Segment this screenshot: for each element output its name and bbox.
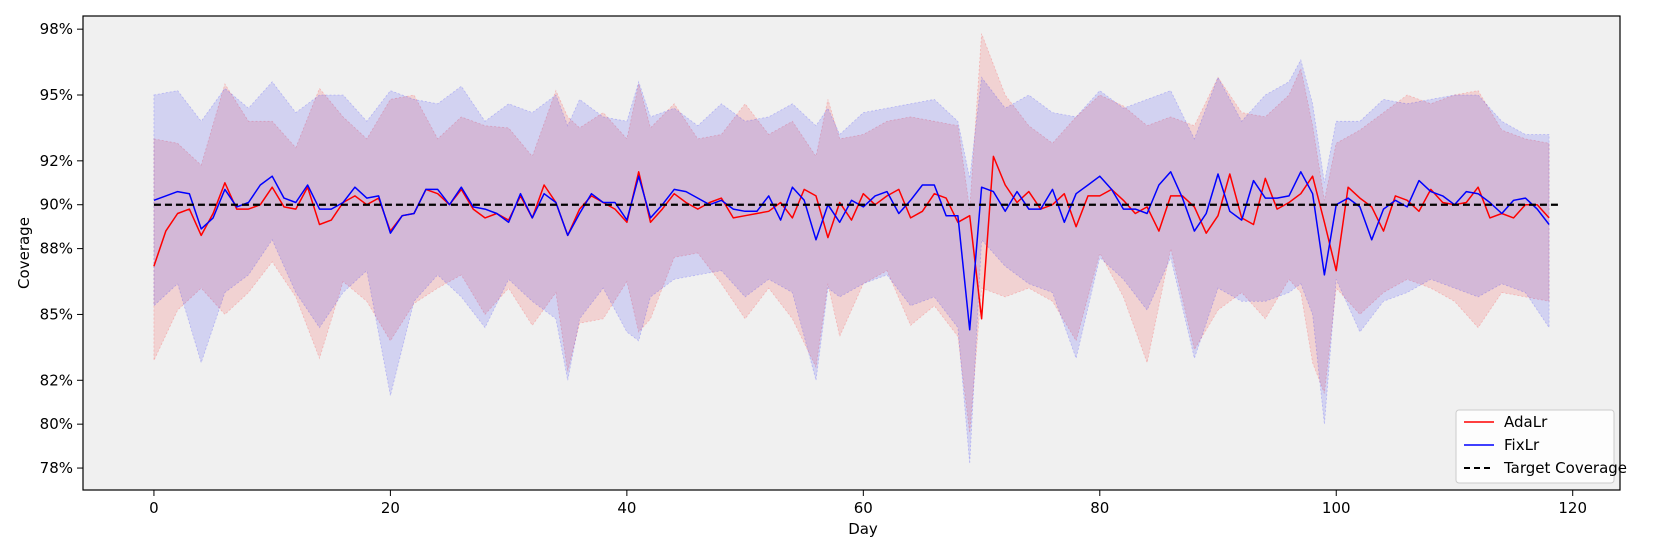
confidence-bands	[153, 33, 1550, 464]
legend-label-target: Target Coverage	[1503, 459, 1627, 477]
x-tick-label: 0	[149, 499, 159, 517]
x-axis-ticks: 0 20 40 60 80 100 120	[149, 490, 1587, 517]
y-tick-label: 95%	[40, 86, 73, 104]
x-tick-label: 100	[1322, 499, 1351, 517]
series-lines	[153, 155, 1550, 331]
x-tick-label: 40	[617, 499, 636, 517]
y-axis-ticks: 78% 80% 82% 85% 88% 90% 92% 95% 98%	[40, 20, 83, 477]
legend-box	[1455, 409, 1615, 484]
y-axis-label: Coverage	[15, 217, 33, 289]
y-tick-label: 90%	[40, 196, 73, 214]
band-adalr	[153, 33, 1550, 433]
x-tick-label: 80	[1090, 499, 1109, 517]
legend-label-fixlr: FixLr	[1504, 436, 1540, 454]
y-tick-label: 92%	[40, 152, 73, 170]
x-tick-label: 120	[1558, 499, 1587, 517]
x-axis-label: Day	[848, 520, 878, 538]
y-tick-label: 88%	[40, 240, 73, 258]
band-fixlr	[153, 58, 1550, 464]
y-tick-label: 80%	[40, 415, 73, 433]
y-tick-label: 98%	[40, 20, 73, 38]
x-tick-label: 60	[854, 499, 873, 517]
plot-frame	[82, 15, 1621, 491]
y-tick-label: 78%	[40, 459, 73, 477]
legend-label-adalr: AdaLr	[1504, 413, 1548, 431]
series-line-fixlr	[153, 171, 1550, 331]
chart-background	[83, 16, 1620, 490]
y-tick-label: 85%	[40, 305, 73, 323]
x-tick-label: 20	[381, 499, 400, 517]
legend: AdaLr FixLr Target Coverage	[1455, 409, 1627, 484]
y-tick-label: 82%	[40, 371, 73, 389]
